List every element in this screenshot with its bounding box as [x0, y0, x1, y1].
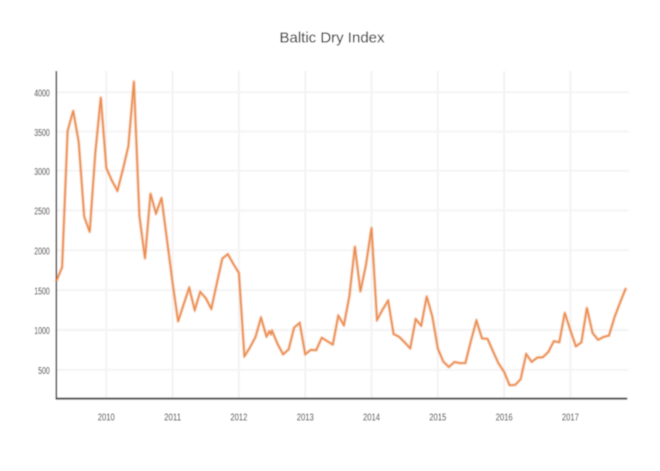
svg-text:1000: 1000: [34, 326, 50, 337]
svg-text:2500: 2500: [34, 207, 50, 218]
svg-text:Baltic Dry Index: Baltic Dry Index: [279, 30, 385, 47]
svg-text:2012: 2012: [230, 413, 247, 424]
svg-text:2013: 2013: [297, 413, 314, 424]
svg-text:2015: 2015: [429, 413, 446, 424]
svg-text:3500: 3500: [34, 128, 50, 139]
svg-text:500: 500: [38, 366, 50, 377]
svg-text:3000: 3000: [34, 167, 50, 178]
svg-text:4000: 4000: [34, 88, 50, 99]
svg-text:2011: 2011: [164, 413, 181, 424]
svg-text:2016: 2016: [496, 413, 513, 424]
svg-text:2014: 2014: [363, 413, 380, 424]
svg-text:2017: 2017: [562, 413, 579, 424]
svg-text:2000: 2000: [34, 246, 50, 257]
svg-text:2010: 2010: [98, 413, 115, 424]
svg-text:1500: 1500: [34, 286, 50, 297]
